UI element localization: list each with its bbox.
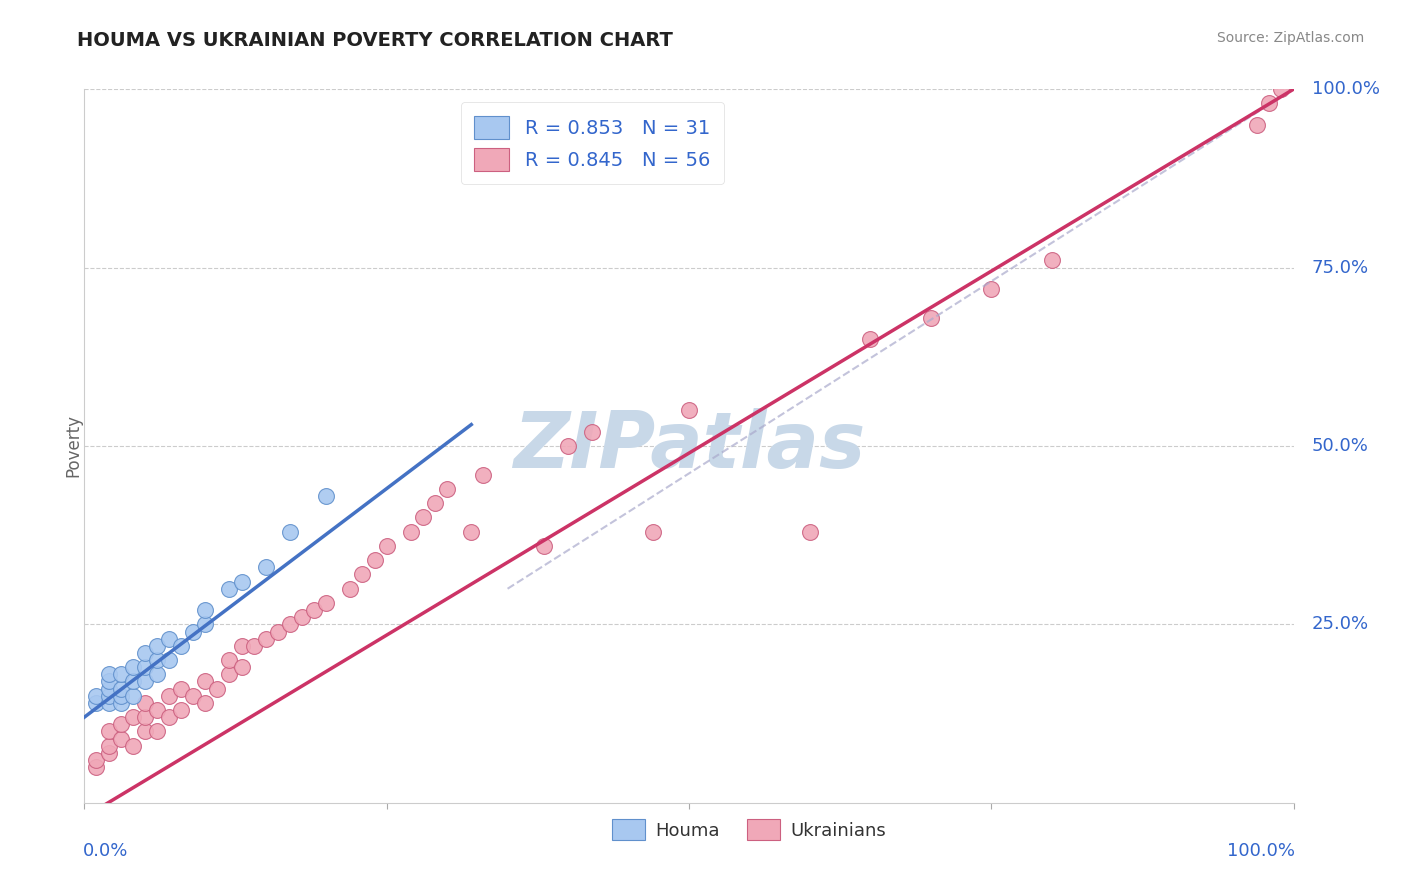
Point <box>86 753 108 767</box>
Point <box>218 667 240 681</box>
Point <box>423 496 446 510</box>
Point <box>110 681 132 696</box>
Point <box>1258 96 1281 111</box>
Point <box>170 681 193 696</box>
Point <box>146 724 169 739</box>
Text: 100.0%: 100.0% <box>1226 842 1295 860</box>
Point <box>86 696 108 710</box>
Point <box>121 660 143 674</box>
Point <box>134 660 156 674</box>
Point <box>302 603 325 617</box>
Point <box>97 746 120 760</box>
Point <box>110 696 132 710</box>
Point <box>315 596 337 610</box>
Point <box>315 489 337 503</box>
Point <box>352 567 374 582</box>
Point <box>121 674 143 689</box>
Point <box>157 653 180 667</box>
Text: ZIPatlas: ZIPatlas <box>513 408 865 484</box>
Point <box>97 739 120 753</box>
Point <box>533 539 555 553</box>
Point <box>181 689 204 703</box>
Point <box>134 724 156 739</box>
Point <box>641 524 664 539</box>
Point <box>110 731 132 746</box>
Point <box>980 282 1002 296</box>
Point <box>194 617 217 632</box>
Point <box>920 310 942 325</box>
Point <box>231 639 253 653</box>
Point <box>86 689 108 703</box>
Point <box>267 624 290 639</box>
Point <box>110 717 132 731</box>
Point <box>242 639 264 653</box>
Point <box>339 582 361 596</box>
Point <box>110 667 132 681</box>
Point <box>134 710 156 724</box>
Point <box>97 674 120 689</box>
Point <box>157 689 180 703</box>
Point <box>157 710 180 724</box>
Point <box>121 689 143 703</box>
Point <box>218 653 240 667</box>
Point <box>231 660 253 674</box>
Point <box>121 710 143 724</box>
Point <box>97 667 120 681</box>
Point <box>799 524 821 539</box>
Point <box>278 524 301 539</box>
Point <box>146 639 169 653</box>
Point <box>110 689 132 703</box>
Point <box>134 674 156 689</box>
Point <box>412 510 434 524</box>
Point <box>194 696 217 710</box>
Text: 50.0%: 50.0% <box>1312 437 1368 455</box>
Point <box>218 582 240 596</box>
Point <box>134 696 156 710</box>
Point <box>97 681 120 696</box>
Point <box>581 425 603 439</box>
Point <box>181 624 204 639</box>
Point <box>97 696 120 710</box>
Point <box>254 632 277 646</box>
Point <box>231 574 253 589</box>
Legend: Houma, Ukrainians: Houma, Ukrainians <box>605 812 894 847</box>
Text: 75.0%: 75.0% <box>1312 259 1369 277</box>
Point <box>121 739 143 753</box>
Point <box>291 610 314 624</box>
Point <box>97 724 120 739</box>
Point <box>557 439 579 453</box>
Text: 25.0%: 25.0% <box>1312 615 1369 633</box>
Point <box>170 639 193 653</box>
Point <box>146 667 169 681</box>
Point <box>859 332 882 346</box>
Point <box>194 603 217 617</box>
Point <box>170 703 193 717</box>
Text: HOUMA VS UKRAINIAN POVERTY CORRELATION CHART: HOUMA VS UKRAINIAN POVERTY CORRELATION C… <box>77 31 673 50</box>
Text: 100.0%: 100.0% <box>1312 80 1379 98</box>
Point <box>1270 82 1292 96</box>
Point <box>399 524 422 539</box>
Point <box>146 703 169 717</box>
Point <box>254 560 277 574</box>
Point <box>436 482 458 496</box>
Point <box>194 674 217 689</box>
Point <box>678 403 700 417</box>
Point <box>146 653 169 667</box>
Point <box>1040 253 1063 268</box>
Point <box>86 760 108 774</box>
Point <box>472 467 495 482</box>
Point <box>207 681 229 696</box>
Point <box>278 617 301 632</box>
Point <box>157 632 180 646</box>
Text: 0.0%: 0.0% <box>83 842 128 860</box>
Point <box>363 553 385 567</box>
Point <box>97 689 120 703</box>
Point <box>1246 118 1268 132</box>
Point <box>375 539 398 553</box>
Point <box>460 524 482 539</box>
Y-axis label: Poverty: Poverty <box>65 415 82 477</box>
Text: Source: ZipAtlas.com: Source: ZipAtlas.com <box>1216 31 1364 45</box>
Point <box>134 646 156 660</box>
